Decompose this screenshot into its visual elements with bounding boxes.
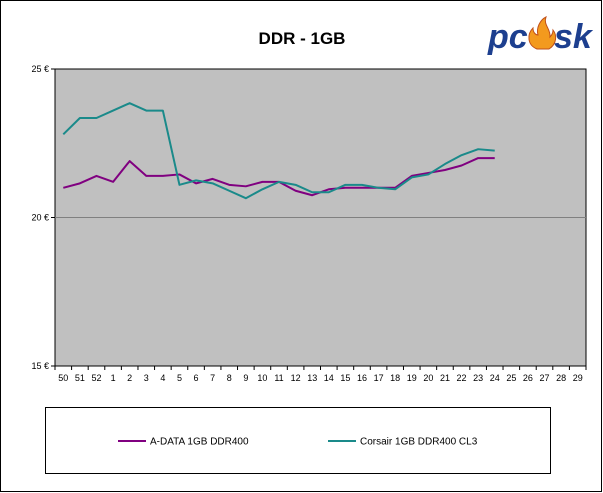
x-tick-label: 22 <box>457 373 467 383</box>
x-tick-label: 50 <box>58 373 68 383</box>
x-tick-label: 14 <box>324 373 334 383</box>
x-tick-label: 29 <box>573 373 583 383</box>
x-tick-label: 51 <box>75 373 85 383</box>
series-layer <box>62 102 495 200</box>
x-tick-label: 9 <box>243 373 248 383</box>
x-tick-label: 12 <box>291 373 301 383</box>
flame-icon <box>528 15 557 50</box>
x-tick-label: 52 <box>91 373 101 383</box>
y-tick-label: 25 € <box>31 64 49 74</box>
x-tick-label: 17 <box>374 373 384 383</box>
x-tick-label: 16 <box>357 373 367 383</box>
x-tick-label: 8 <box>227 373 232 383</box>
x-tick-label: 4 <box>160 373 165 383</box>
x-tick-label: 11 <box>274 373 283 383</box>
x-tick-label: 26 <box>523 373 533 383</box>
x-tick-label: 21 <box>440 373 450 383</box>
x-tick-label: 15 <box>340 373 350 383</box>
x-tick-label: 18 <box>390 373 400 383</box>
x-tick-label: 5 <box>177 373 182 383</box>
x-tick-label: 3 <box>144 373 149 383</box>
x-tick-label: 28 <box>556 373 566 383</box>
chart-title: DDR - 1GB <box>259 29 346 48</box>
x-tick-label: 1 <box>111 373 116 383</box>
logo-text-pc: pc <box>487 18 528 56</box>
x-tick-label: 10 <box>257 373 267 383</box>
pcsk-logo: pc sk <box>487 15 594 56</box>
x-tick-label: 2 <box>127 373 132 383</box>
series-line-2 <box>62 102 495 200</box>
logo-text-sk: sk <box>554 18 594 56</box>
y-axis: 15 € 20 € 25 € <box>31 64 55 371</box>
x-tick-label: 6 <box>194 373 199 383</box>
x-tick-label: 27 <box>540 373 550 383</box>
x-tick-label: 13 <box>307 373 317 383</box>
y-tick-label: 20 € <box>31 213 49 223</box>
x-tick-label: 24 <box>490 373 500 383</box>
y-tick-label: 15 € <box>31 361 49 371</box>
x-tick-label: 20 <box>423 373 433 383</box>
x-tick-label: 19 <box>407 373 417 383</box>
x-tick-label: 25 <box>506 373 516 383</box>
legend-items: A-DATA 1GB DDR400 Corsair 1GB DDR400 CL3 <box>118 437 478 448</box>
legend-label-2: Corsair 1GB DDR400 CL3 <box>360 437 478 448</box>
legend-label-1: A-DATA 1GB DDR400 <box>150 437 249 448</box>
x-tick-label: 7 <box>210 373 215 383</box>
x-axis: 50 51 52 1 2 3 4 5 6 7 8 9 10 11 12 13 14 15 16 17 18 19 20 21 2… <box>54 366 587 383</box>
x-tick-label: 23 <box>473 373 483 383</box>
